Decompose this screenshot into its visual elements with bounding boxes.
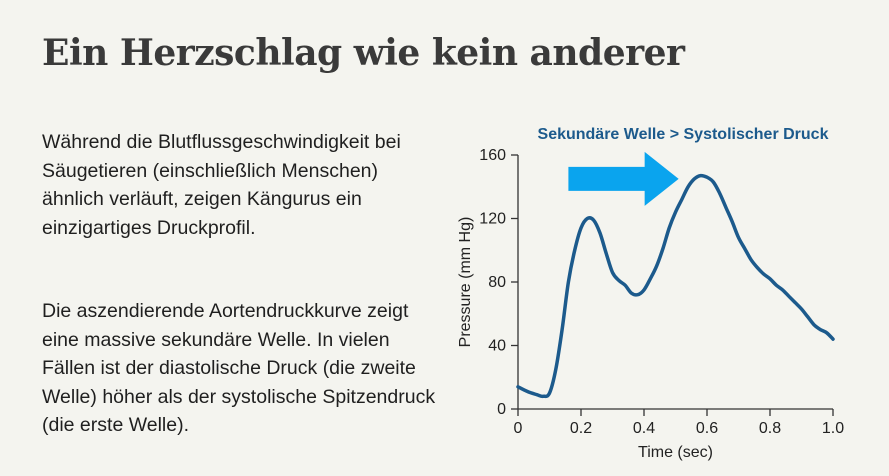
x-tick-label: 0.4	[633, 420, 655, 437]
chart-annotation: Sekundäre Welle > Systolischer Druck	[538, 126, 829, 143]
y-tick-label: 40	[488, 338, 506, 355]
y-axis-title: Pressure (mm Hg)	[457, 217, 474, 348]
page-title: Ein Herzschlag wie kein anderer	[42, 32, 685, 74]
y-tick-label: 120	[479, 211, 506, 228]
x-tick-label: 0.8	[759, 420, 781, 437]
x-tick-label: 0.6	[696, 420, 718, 437]
x-axis-title: Time (sec)	[638, 444, 713, 461]
x-tick-label: 1.0	[822, 420, 844, 437]
detail-paragraph: Die aszendierende Aortendruckkurve zeigt…	[42, 300, 436, 436]
pressure-curve	[516, 173, 835, 399]
y-tick-label: 0	[497, 401, 506, 418]
intro-paragraph: Während die Blutflussgeschwindigkeit bei…	[42, 131, 401, 239]
y-tick-label: 80	[488, 274, 506, 291]
x-tick-label: 0	[514, 420, 523, 437]
secondary-wave-arrow	[568, 151, 679, 206]
x-tick-label: 0.2	[570, 420, 592, 437]
y-tick-label: 160	[479, 147, 506, 164]
